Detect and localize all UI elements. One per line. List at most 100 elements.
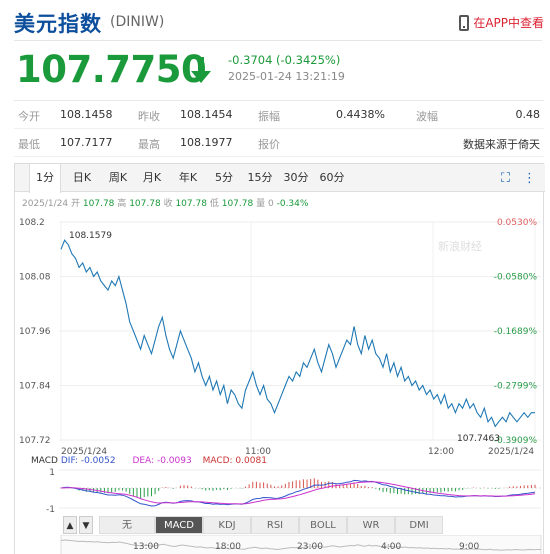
macd-tick-top: 1 xyxy=(49,468,55,478)
period-tabs: 1分 日K 周K 月K 年K 5分 15分 30分 60分 ⛶ ⋮ xyxy=(15,164,545,193)
timeline-label: 23:00 xyxy=(297,542,323,552)
x-label-1200: 12:00 xyxy=(428,447,454,457)
tab-monthly[interactable]: 月K xyxy=(142,171,162,184)
dif-value: DIF: -0.0052 xyxy=(60,456,116,466)
open-in-app-link[interactable]: 在APP中查看 xyxy=(459,14,544,31)
timeline-label: 18:00 xyxy=(215,542,241,552)
info-change-value: -0.34% xyxy=(276,199,309,209)
stat-label: 最高 xyxy=(138,138,160,151)
y-tick-right: -0.2799% xyxy=(494,382,538,392)
low-annotation: 107.7463 xyxy=(457,434,500,444)
stats-row: 最低 107.7177 最高 108.1977 报价 数据来源于倚天 xyxy=(14,129,544,157)
header: 美元指数 (DINIW) 在APP中查看 xyxy=(0,0,550,44)
stat-value: 107.7177 xyxy=(60,136,113,149)
macd-chart: 1 -1 xyxy=(46,468,541,515)
timeline-label: 4:00 xyxy=(381,542,401,552)
info-high-label: 高 xyxy=(117,199,127,209)
tab-1min[interactable]: 1分 xyxy=(29,164,61,193)
index-name: 美元指数 xyxy=(14,12,102,36)
stat-value: 0.4438% xyxy=(336,108,385,121)
y-tick-left: 108.2 xyxy=(19,218,45,228)
ohlc-info-line: 2025/1/24 开 107.78 高 107.78 收 107.78 低 1… xyxy=(22,196,308,209)
stat-value: 108.1977 xyxy=(180,136,233,149)
info-low-label: 低 xyxy=(209,199,219,209)
info-volume-value: 0 xyxy=(267,199,274,209)
indicator-tab-rsi[interactable]: RSI xyxy=(251,516,299,534)
info-close-label: 收 xyxy=(163,199,173,209)
indicator-tab-none[interactable]: 无 xyxy=(99,516,155,534)
price-series-line xyxy=(60,239,535,428)
open-in-app-label: 在APP中查看 xyxy=(473,16,544,30)
timeline-label: 9:00 xyxy=(459,542,479,552)
indicator-tab-wr[interactable]: WR xyxy=(347,516,395,534)
tab-5min[interactable]: 5分 xyxy=(215,171,233,184)
tab-30min[interactable]: 30分 xyxy=(283,171,309,184)
stats-row: 今开 108.1458 昨收 108.1454 振幅 0.4438% 波幅 0.… xyxy=(14,101,544,129)
info-high-value: 107.78 xyxy=(129,199,161,209)
y-tick-left: 108.08 xyxy=(19,273,51,283)
info-date: 2025/1/24 xyxy=(22,199,69,209)
stat-value: 108.1458 xyxy=(60,108,113,121)
chart-watermark: 新浪财经 xyxy=(438,239,482,253)
stat-label: 振幅 xyxy=(258,110,280,123)
stat-value: 108.1454 xyxy=(180,108,233,121)
y-axis-left: 108.2 108.08 107.96 107.84 107.72 xyxy=(19,218,51,444)
chart-gridlines xyxy=(59,221,541,441)
macd-tick-bottom: -1 xyxy=(46,505,55,515)
stat-label: 波幅 xyxy=(416,110,438,123)
macd-value: MACD: 0.0081 xyxy=(202,456,267,466)
y-tick-left: 107.84 xyxy=(19,382,51,392)
stats-table: 今开 108.1458 昨收 108.1454 振幅 0.4438% 波幅 0.… xyxy=(14,100,544,157)
index-code: (DINIW) xyxy=(110,14,165,30)
current-price: 107.7750 xyxy=(16,48,207,91)
tab-15min[interactable]: 15分 xyxy=(247,171,273,184)
scroll-up-button[interactable]: ▲ xyxy=(63,516,77,534)
info-close-value: 107.78 xyxy=(175,199,207,209)
indicator-tab-dmi[interactable]: DMI xyxy=(395,516,443,534)
indicator-tab-kdj[interactable]: KDJ xyxy=(203,516,251,534)
y-tick-left: 107.96 xyxy=(19,327,51,337)
info-open-value: 107.78 xyxy=(82,199,115,209)
tab-weekly[interactable]: 周K xyxy=(108,171,128,184)
macd-histogram xyxy=(64,478,536,499)
price-line-chart[interactable]: 新浪财经 108.2 108.08 107.96 107.84 107.72 0.053… xyxy=(15,214,545,444)
tab-daily[interactable]: 日K xyxy=(72,171,92,184)
data-source: 数据来源于倚天 xyxy=(463,138,540,151)
high-annotation: 108.1579 xyxy=(69,231,112,241)
macd-title: MACD xyxy=(31,456,58,466)
timeline-label: 13:00 xyxy=(133,542,159,552)
y-axis-right: 0.0530% -0.0580% -0.1689% -0.2799% -0.3909% xyxy=(494,218,538,444)
dif-line xyxy=(60,479,536,507)
x-label-end: 2025/1/24 xyxy=(488,447,535,457)
stat-label: 报价 xyxy=(258,138,280,151)
tab-60min[interactable]: 60分 xyxy=(319,171,345,184)
indicator-tab-boll[interactable]: BOLL xyxy=(299,516,347,534)
stat-label: 今开 xyxy=(18,110,40,123)
info-volume-label: 量 xyxy=(256,199,266,209)
y-tick-right: -0.3909% xyxy=(494,436,538,444)
navigator-series-line xyxy=(60,539,541,551)
y-tick-right: -0.0580% xyxy=(494,273,538,283)
info-low-value: 107.78 xyxy=(221,199,254,209)
x-label-start: 2025/1/24 xyxy=(61,447,108,457)
stat-value: 0.48 xyxy=(515,108,541,121)
x-label-1100: 11:00 xyxy=(245,447,271,457)
dea-value: DEA: -0.0093 xyxy=(132,456,192,466)
stat-label: 昨收 xyxy=(138,110,160,123)
header-divider xyxy=(14,40,542,41)
timeline-navigator[interactable]: 13:00 18:00 23:00 4:00 9:00 xyxy=(15,535,545,554)
macd-info-line: MACD DIF: -0.0052 DEA: -0.0093 MACD: 0.0… xyxy=(31,456,267,466)
price-change: -0.3704 (-0.3425%) xyxy=(228,53,341,67)
y-tick-right: 0.0530% xyxy=(497,218,537,228)
y-tick-right: -0.1689% xyxy=(494,327,538,337)
tab-yearly[interactable]: 年K xyxy=(178,171,198,184)
more-icon[interactable]: ⋮ xyxy=(523,171,536,186)
info-open-label: 开 xyxy=(71,199,81,209)
quote-timestamp: 2025-01-24 13:21:19 xyxy=(228,70,345,83)
indicator-tab-macd[interactable]: MACD xyxy=(155,516,203,534)
scroll-down-button[interactable]: ▼ xyxy=(79,516,93,534)
y-tick-left: 107.72 xyxy=(19,436,51,444)
chart-panel: 1分 日K 周K 月K 年K 5分 15分 30分 60分 ⛶ ⋮ 2025/1… xyxy=(14,163,545,554)
fullscreen-icon[interactable]: ⛶ xyxy=(501,171,511,186)
phone-icon xyxy=(459,14,470,31)
